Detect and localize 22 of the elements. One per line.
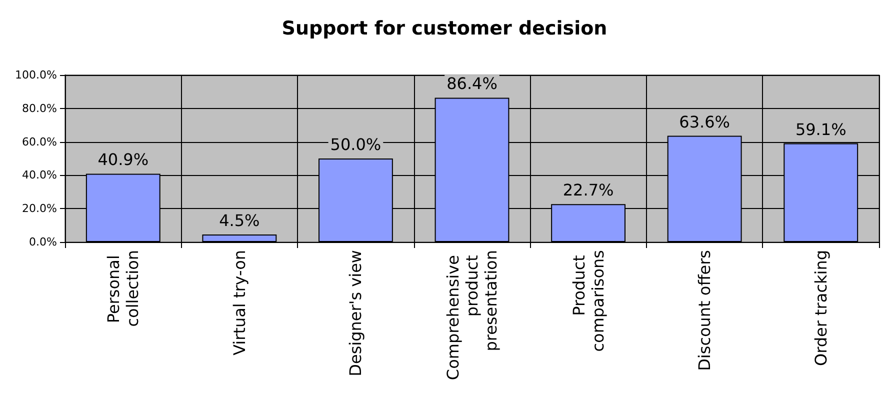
y-tick-label: 20.0% bbox=[22, 202, 57, 216]
y-tick-label: 80.0% bbox=[22, 102, 57, 115]
data-label: 50.0% bbox=[330, 135, 382, 154]
y-tick-label: 40.0% bbox=[22, 168, 57, 182]
data-label: 22.7% bbox=[562, 180, 614, 200]
data-label: 40.9% bbox=[98, 150, 149, 170]
y-tick-label: 100.0% bbox=[15, 68, 57, 82]
x-tick-label: Product comparisons bbox=[569, 250, 608, 352]
x-tick-label: Designer's view bbox=[346, 250, 366, 376]
x-tick-label: Order tracking bbox=[811, 250, 830, 366]
data-label: 4.5% bbox=[219, 210, 260, 230]
data-label: 63.6% bbox=[679, 112, 730, 132]
bar bbox=[202, 234, 277, 242]
data-label: 59.1% bbox=[795, 120, 846, 139]
x-tick-label: Personal collection bbox=[104, 250, 142, 327]
x-tick-label: Virtual try-on bbox=[230, 250, 249, 356]
x-tick-label: Comprehensive product presentation bbox=[444, 250, 500, 380]
x-tick-label: Discount offers bbox=[695, 250, 714, 371]
y-tick-label: 60.0% bbox=[22, 135, 57, 148]
chart-title: Support for customer decision bbox=[282, 18, 608, 40]
data-label: 86.4% bbox=[446, 74, 498, 94]
y-tick-label: 0.0% bbox=[29, 236, 57, 248]
